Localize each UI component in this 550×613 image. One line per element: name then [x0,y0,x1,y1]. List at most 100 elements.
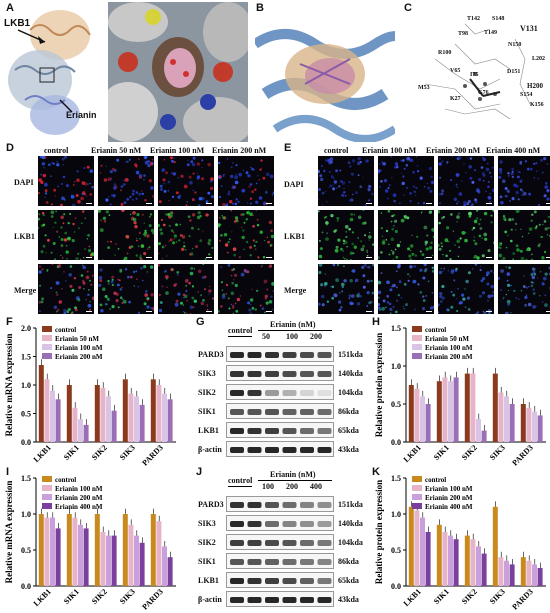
blot-band [230,521,244,527]
legend-swatch [412,485,422,491]
legend-swatch [412,353,422,359]
blot-band [318,352,332,358]
micrograph-cell [378,210,434,260]
micrograph-cell [438,264,494,314]
bar [498,393,503,442]
legend-swatch [42,353,52,359]
bar [56,399,61,442]
bar [476,419,481,442]
bar [151,514,156,586]
blot-band [248,352,262,358]
micrograph-cell [498,210,550,260]
legend-label: Erianin 200 nM [55,494,103,502]
bar [100,388,105,442]
blot-band [318,390,332,396]
interaction-diagram-c [405,14,550,142]
micrograph-cell [318,156,374,206]
blot-strip [226,422,334,438]
blot-band [300,521,314,527]
micrograph-cell [218,264,274,314]
bar [168,399,173,442]
bar [470,539,475,586]
x-tick-label: SIK3 [488,443,507,462]
y-tick-label: 1.5 [391,324,401,333]
micrograph-cell [218,156,274,206]
bar [420,518,425,586]
bar [482,554,487,586]
bar [437,525,442,586]
control-bracket [228,336,252,337]
legend-label: Erianin 200 nM [55,353,103,361]
bar [50,518,55,586]
blot-strip [226,534,334,550]
dose-label: 200 [286,482,298,491]
blot-band [300,578,314,584]
residue-label: R100 [438,50,451,56]
kda-label: 140kda [338,519,363,528]
bar [510,564,515,586]
bar [162,546,167,586]
legend-swatch [42,503,52,509]
bar [532,564,537,586]
x-tick-label: LKB1 [402,443,423,464]
blot-strip [226,384,334,400]
blot-band [230,597,244,603]
kda-label: 43kda [338,595,359,604]
y-tick-label: 0.0 [391,438,401,447]
bar [72,518,77,586]
legend-label: Erianin 100 nM [55,344,103,352]
blot-strip [226,346,334,362]
legend-label: control [55,326,76,334]
y-tick-label: 0.5 [391,546,401,555]
legend-label: Erianin 100 nM [425,485,473,493]
blot-band [300,428,314,434]
blot-band [300,502,314,508]
bar [84,425,89,442]
x-tick-label: SIK2 [90,443,109,462]
blot-band [318,371,332,377]
y-tick-label: 1.0 [21,510,31,519]
panel-label-c: C [404,2,412,14]
blot-strip [226,553,334,569]
bar [140,405,145,442]
micrograph-cell [318,210,374,260]
bar [156,385,161,442]
blot-band [248,428,262,434]
blot-band [300,390,314,396]
legend-label: control [55,476,76,484]
col-header: Erianin 200 nM [212,146,266,155]
micrograph-cell [498,264,550,314]
dose-label: 50 [262,332,270,341]
blot-band [248,371,262,377]
residue-label: L202 [532,56,545,62]
col-header: control [44,146,68,155]
control-header: control [228,476,252,485]
blot-row-label: SIK2 [198,538,216,547]
y-tick-label: 1.0 [391,510,401,519]
x-tick-label: SIK1 [432,443,451,462]
residue-label: V131 [520,24,538,33]
bar [465,374,470,442]
treatment-bracket [258,480,332,481]
residue-label: T98 [458,31,468,37]
micrograph-cell [218,210,274,260]
blot-band [248,559,262,565]
blot-band [248,390,262,396]
legend-label: Erianin 100 nM [425,344,473,352]
legend-swatch [42,476,52,482]
blot-band [300,352,314,358]
legend-swatch [42,485,52,491]
bar [493,374,498,442]
blot-band [283,428,297,434]
bar [538,568,543,586]
micrograph-cell [158,210,214,260]
blot-row-label: SIK2 [198,388,216,397]
blot-row-label: SIK1 [198,557,216,566]
residue-label: V65 [450,68,460,74]
blot-band [318,559,332,565]
y-axis-label: Relative protein expression [374,480,384,584]
blot-band [318,428,332,434]
bar [526,561,531,586]
